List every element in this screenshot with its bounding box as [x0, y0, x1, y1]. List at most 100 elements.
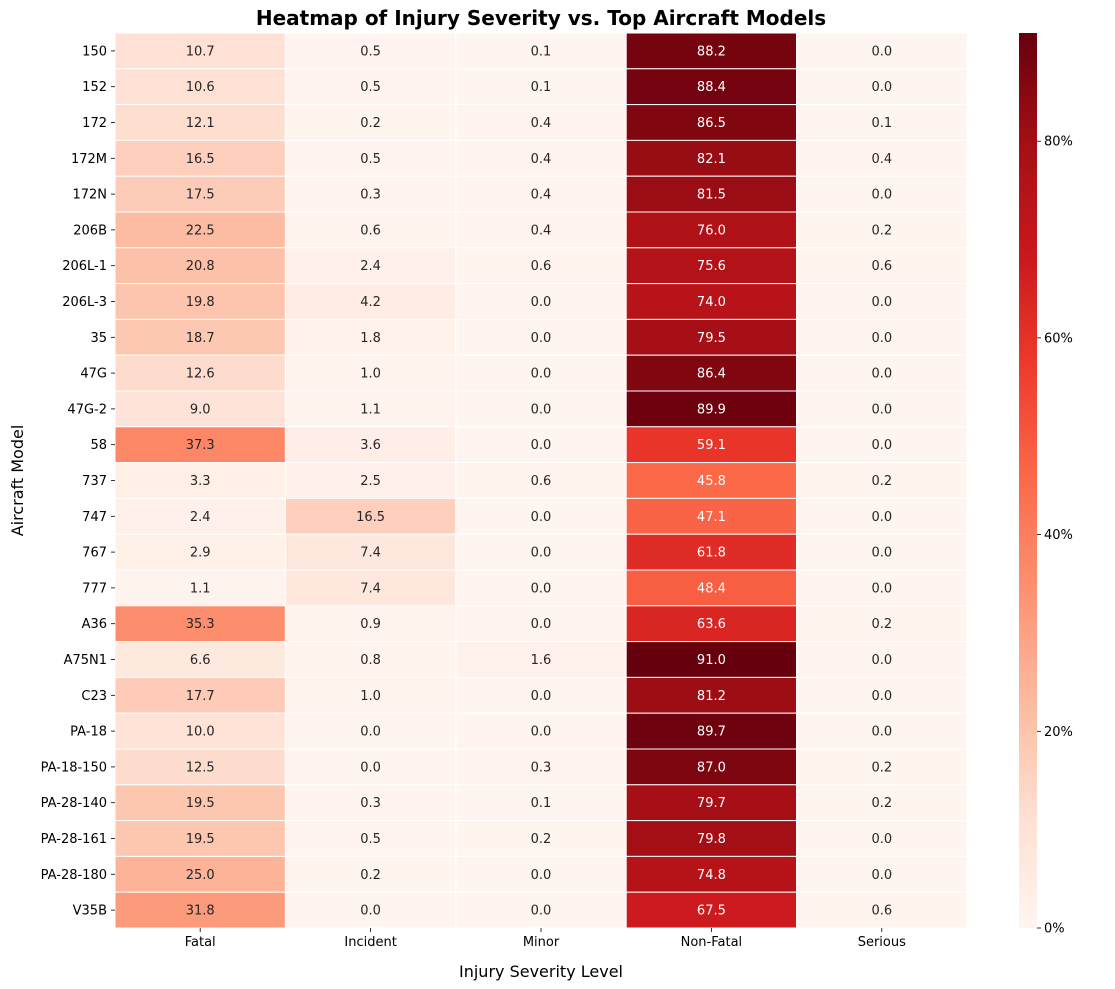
cell-value-label: 17.7	[186, 689, 215, 704]
colorbar-tick-label: 0%	[1044, 922, 1065, 937]
cell-value-label: 2.4	[360, 259, 381, 274]
cell-value-label: 81.2	[697, 689, 726, 704]
x-tick-label: Serious	[858, 935, 906, 950]
cell-value-label: 0.0	[871, 402, 892, 417]
y-tick-label: C23	[81, 689, 107, 704]
heatmap-cell	[455, 211, 627, 249]
cell-value-label: 12.1	[186, 116, 215, 131]
cell-value-label: 91.0	[697, 653, 726, 668]
cell-value-label: 2.9	[190, 546, 211, 561]
colorbar-tick-label: 20%	[1044, 725, 1073, 740]
cell-value-label: 0.2	[360, 116, 381, 131]
cell-value-label: 0.0	[531, 402, 552, 417]
cell-value-label: 0.4	[531, 223, 552, 238]
cell-value-label: 37.3	[186, 438, 215, 453]
heatmap-cell	[114, 175, 286, 213]
cell-value-label: 0.1	[531, 796, 552, 811]
cell-value-label: 76.0	[697, 223, 726, 238]
y-tick-label: 172	[82, 116, 107, 131]
y-tick-label: 767	[82, 546, 107, 561]
heatmap-cell	[455, 855, 627, 893]
heatmap-cell	[455, 569, 627, 607]
heatmap-cell	[625, 426, 798, 464]
y-tick-label: 47G-2	[67, 402, 107, 417]
heatmap-cell	[455, 712, 627, 750]
y-tick-label: PA-18	[70, 725, 107, 740]
heatmap-cell	[796, 676, 968, 714]
cell-value-label: 1.1	[190, 581, 211, 596]
heatmap-cell	[114, 569, 286, 607]
cell-value-label: 0.0	[871, 367, 892, 382]
cell-value-label: 0.2	[360, 868, 381, 883]
y-tick-label: PA-28-161	[41, 832, 107, 847]
heatmap-cell	[455, 139, 627, 177]
cell-value-label: 0.5	[360, 832, 381, 847]
cell-value-label: 0.0	[871, 725, 892, 740]
heatmap-cell	[796, 641, 968, 678]
heatmap-cell	[284, 712, 457, 750]
heatmap-cell	[284, 748, 457, 786]
heatmap-cell	[114, 676, 286, 714]
cell-value-label: 22.5	[186, 223, 215, 238]
y-tick-label: 47G	[80, 367, 107, 382]
cell-value-label: 0.6	[360, 223, 381, 238]
heatmap-cell	[625, 712, 798, 750]
heatmap-cell	[625, 211, 798, 249]
heatmap-cell	[796, 891, 968, 929]
cell-value-label: 0.8	[360, 653, 381, 668]
y-tick-label: 150	[82, 44, 107, 59]
heatmap-cell	[625, 748, 798, 786]
cell-value-label: 20.8	[186, 259, 215, 274]
y-tick-label: 206L-3	[62, 295, 107, 310]
cell-value-label: 35.3	[186, 617, 215, 632]
heatmap-cell	[114, 283, 286, 320]
cell-value-label: 0.0	[531, 689, 552, 704]
cell-value-label: 0.0	[531, 868, 552, 883]
heatmap-cell	[796, 712, 968, 750]
heatmap-cell	[625, 676, 798, 714]
cell-value-label: 0.2	[871, 617, 892, 632]
heatmap-cell	[455, 820, 627, 857]
heatmap-cell	[284, 784, 457, 822]
heatmap-cell	[114, 462, 286, 499]
y-axis-ticks: 150 152 172 172M 172N 206B 206L-1 206L-3 35 47G 47…	[41, 44, 115, 919]
cell-value-label: 0.0	[531, 617, 552, 632]
cell-value-label: 0.6	[871, 259, 892, 274]
cell-value-label: 0.1	[531, 80, 552, 95]
heatmap-cell	[796, 462, 968, 499]
heatmap-cell	[625, 104, 798, 141]
cell-value-label: 88.4	[697, 80, 726, 95]
heatmap-cell	[625, 605, 798, 643]
cell-value-label: 61.8	[697, 546, 726, 561]
cell-value-label: 0.5	[360, 152, 381, 167]
colorbar-tick-label: 80%	[1044, 135, 1073, 150]
colorbar: 0% 20% 40% 60% 80%	[1019, 33, 1073, 937]
cell-value-label: 10.0	[186, 725, 215, 740]
cell-value-label: 0.0	[360, 725, 381, 740]
cell-value-label: 74.0	[697, 295, 726, 310]
cell-value-label: 0.0	[871, 653, 892, 668]
cell-value-label: 0.0	[871, 581, 892, 596]
cell-value-label: 31.8	[186, 904, 215, 919]
y-tick-label: PA-28-180	[41, 868, 107, 883]
y-tick-label: A36	[82, 617, 107, 632]
heatmap-cell	[114, 247, 286, 285]
cell-value-label: 17.5	[186, 188, 215, 203]
cell-value-label: 0.0	[871, 689, 892, 704]
cell-value-label: 0.0	[871, 510, 892, 525]
y-tick-label: A75N1	[64, 653, 107, 668]
cell-value-label: 19.5	[186, 796, 215, 811]
cell-value-label: 79.5	[697, 331, 726, 346]
heatmap-cell	[625, 533, 798, 571]
cell-value-label: 0.0	[360, 904, 381, 919]
cell-value-label: 18.7	[186, 331, 215, 346]
cell-value-label: 0.2	[871, 474, 892, 489]
cell-value-label: 7.4	[360, 581, 381, 596]
cell-value-label: 0.3	[531, 760, 552, 775]
y-tick-label: 172M	[71, 152, 107, 167]
cell-value-label: 0.0	[871, 331, 892, 346]
cell-value-label: 0.0	[531, 510, 552, 525]
heatmap-cell	[625, 569, 798, 607]
y-tick-label: 172N	[72, 188, 107, 203]
heatmap-cell	[796, 569, 968, 607]
